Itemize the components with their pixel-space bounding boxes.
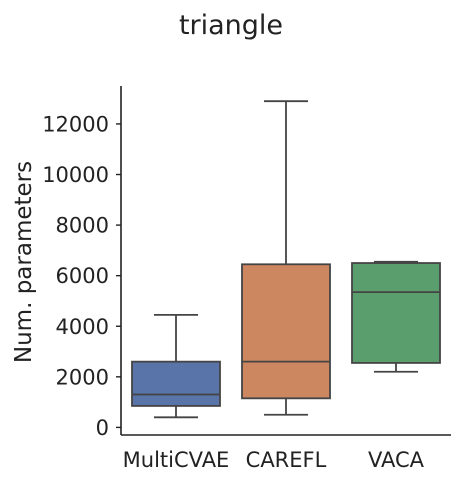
y-tick-label: 8000 bbox=[56, 214, 109, 238]
y-tick-label: 10000 bbox=[42, 163, 109, 187]
box-vaca bbox=[351, 260, 441, 373]
x-ticks: MultiCVAE CAREFL VACA bbox=[123, 448, 425, 472]
y-axis-label: Num. parameters bbox=[11, 161, 37, 363]
iqr-box bbox=[241, 263, 331, 400]
box-multicvae bbox=[131, 313, 221, 419]
x-tick-label: VACA bbox=[368, 448, 425, 472]
y-tick-label: 4000 bbox=[56, 315, 109, 339]
chart-title: triangle bbox=[179, 10, 283, 41]
y-tick-label: 12000 bbox=[42, 112, 109, 136]
y-tick-label: 6000 bbox=[56, 264, 109, 288]
x-tick-label: CAREFL bbox=[246, 448, 327, 472]
y-ticks: 0 2000 4000 6000 8000 10000 12000 bbox=[42, 112, 121, 440]
box-carefl bbox=[241, 100, 331, 416]
boxes bbox=[131, 100, 441, 419]
x-tick-label: MultiCVAE bbox=[123, 448, 230, 472]
y-tick-label: 2000 bbox=[56, 365, 109, 389]
y-tick-label: 0 bbox=[96, 416, 109, 440]
iqr-box bbox=[351, 262, 441, 364]
iqr-box bbox=[131, 360, 221, 407]
